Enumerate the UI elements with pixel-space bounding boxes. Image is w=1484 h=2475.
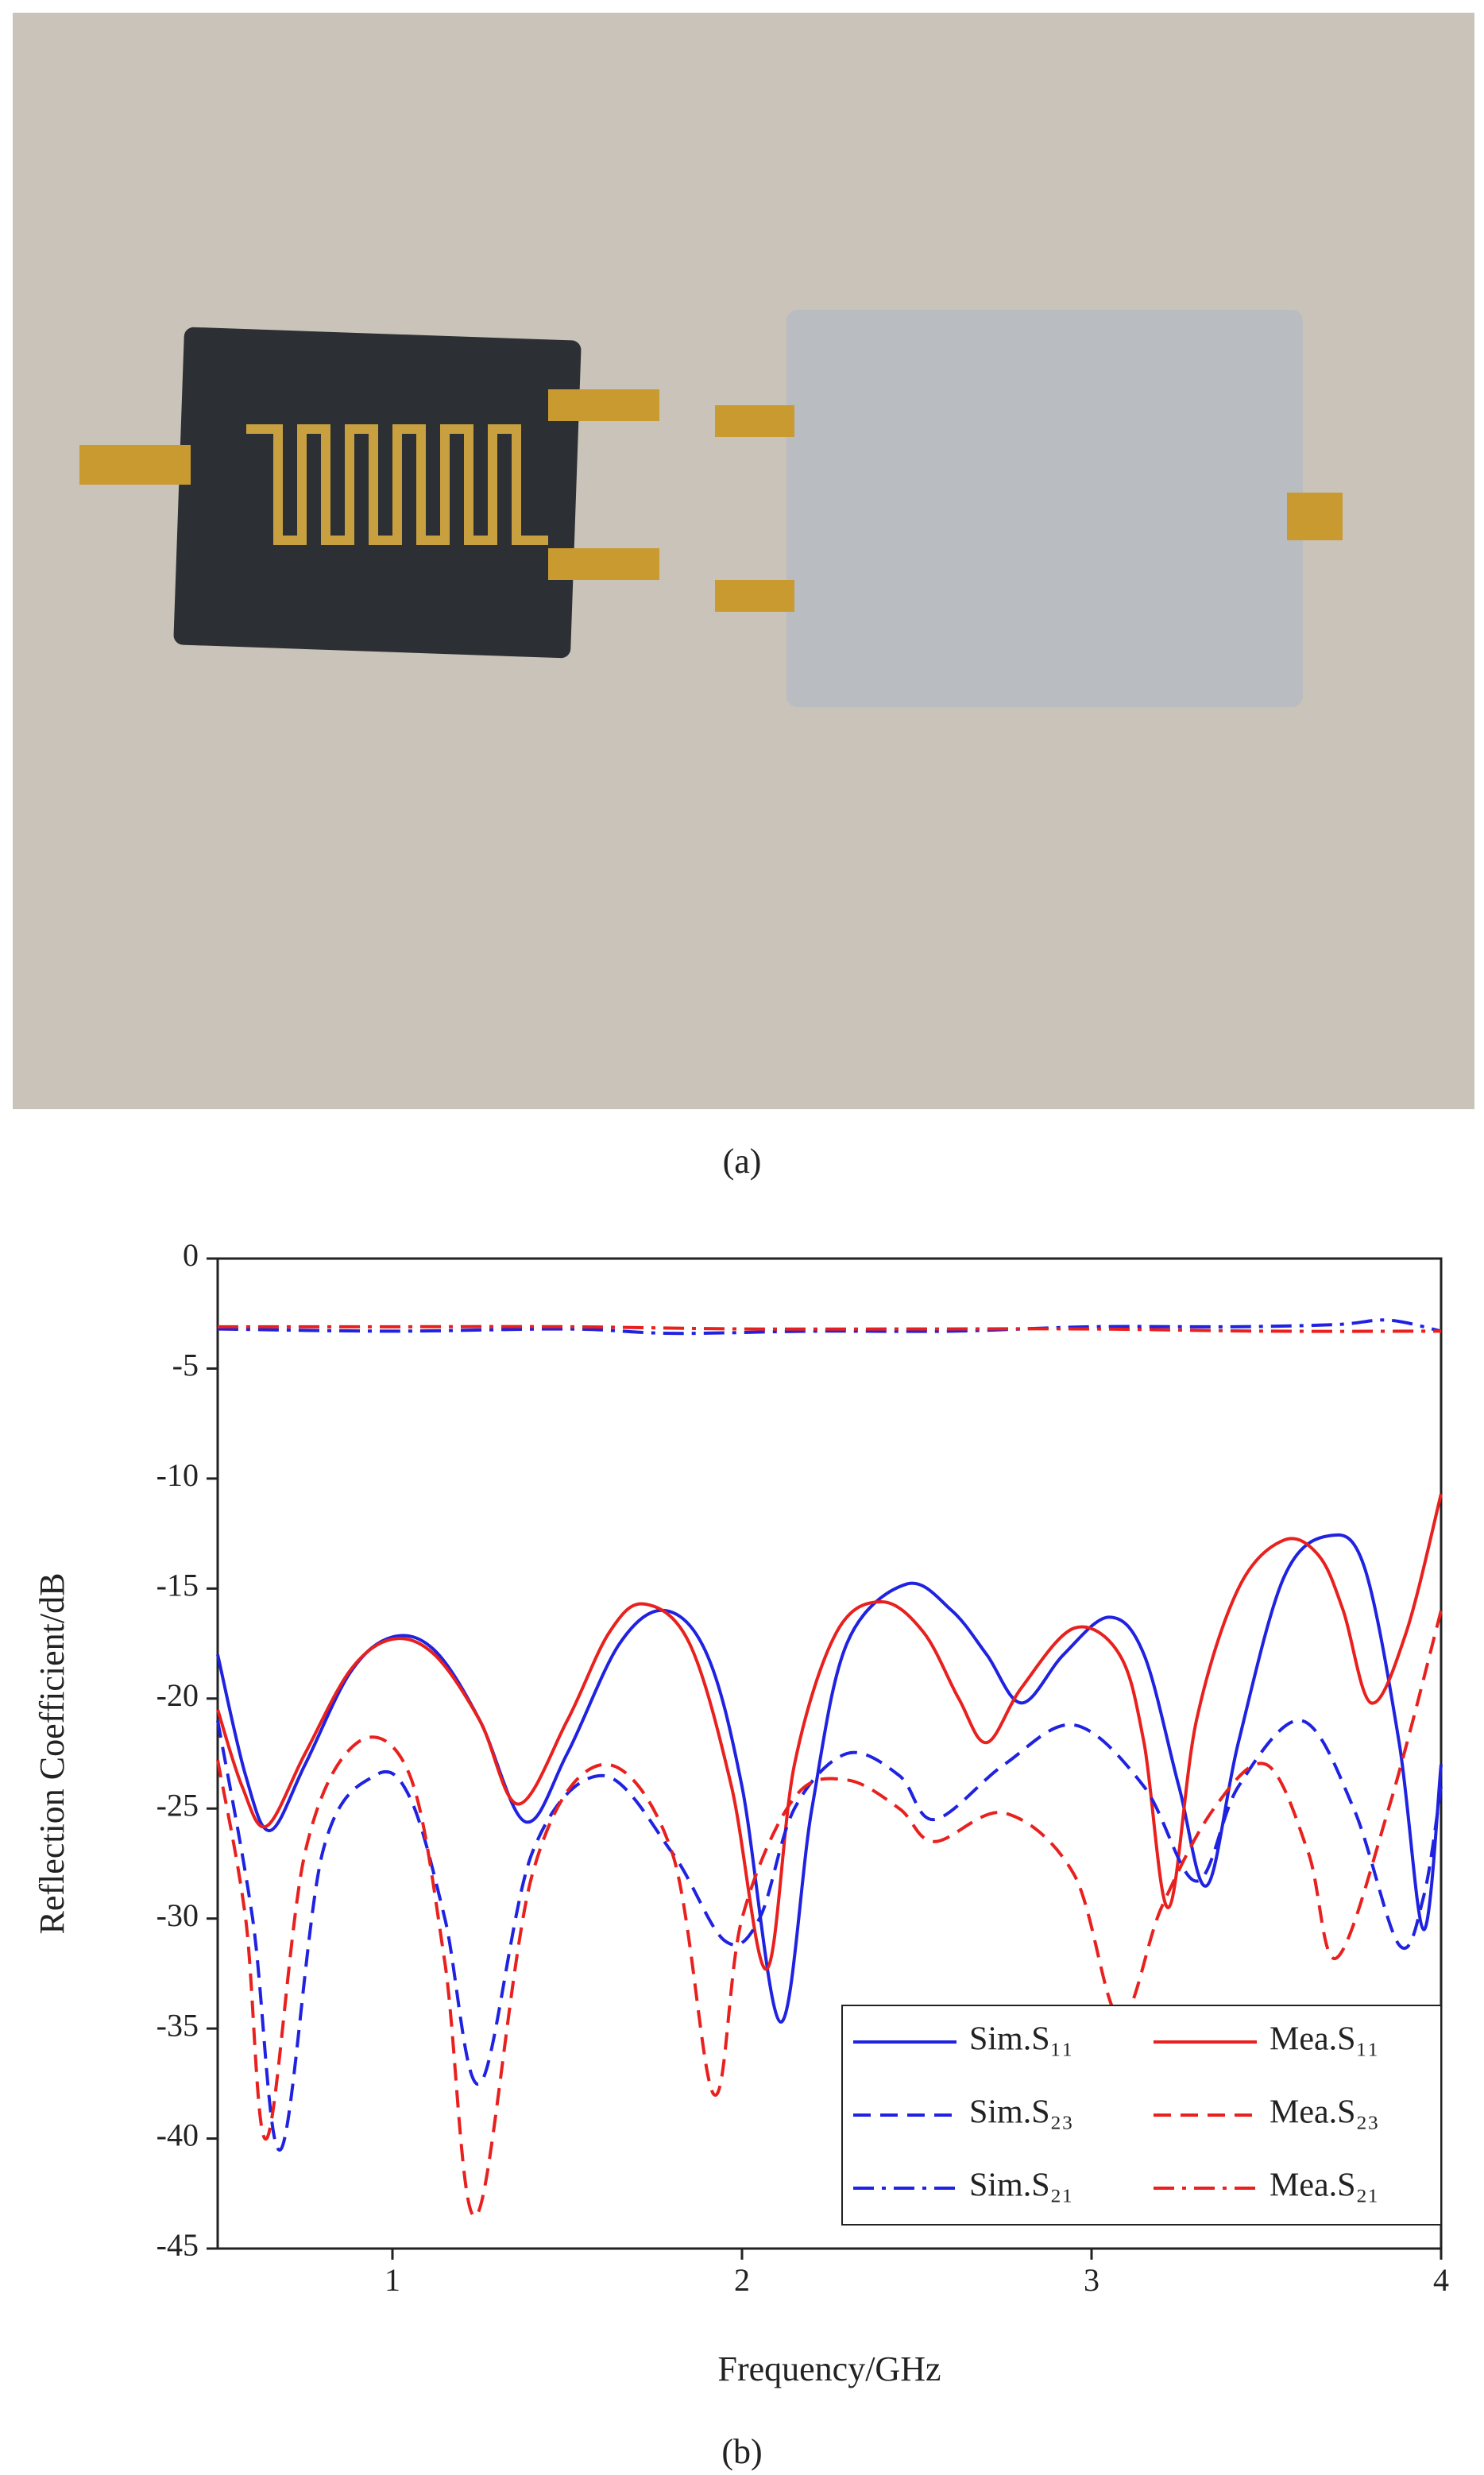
y-tick-label: -25 [157, 1787, 199, 1823]
x-axis-label: Frequency/GHz [717, 2349, 941, 2388]
photo [13, 13, 1474, 1109]
plot-frame [216, 1257, 1443, 2250]
x-tick-label: 4 [1433, 2262, 1449, 2298]
y-tick-label: 0 [183, 1237, 199, 1273]
y-tick-label: -45 [157, 2227, 199, 2263]
series-line [216, 1610, 1443, 2218]
caption: (b) [721, 2432, 762, 2471]
y-tick-label: -20 [157, 1677, 199, 1713]
y-tick-label: -40 [157, 2117, 199, 2153]
series-line [216, 1719, 1443, 2152]
y-tick-label: -10 [157, 1457, 199, 1493]
x-tick-label: 3 [1084, 2262, 1099, 2298]
y-tick-label: -30 [157, 1897, 199, 1933]
legend-label: Mea.S₁₁ [1270, 2021, 1379, 2058]
y-tick-label: -5 [172, 1348, 199, 1383]
legend-label: Sim.S₂₁ [969, 2168, 1073, 2204]
series-line [216, 1533, 1443, 2024]
legend-label: Mea.S₂₃ [1270, 2094, 1379, 2131]
legend-label: Mea.S₂₁ [1270, 2168, 1379, 2204]
series-line [216, 1493, 1443, 1971]
caption: (a) [723, 1142, 762, 1181]
legend-label: Sim.S₁₁ [969, 2021, 1073, 2058]
series-line [217, 1318, 1442, 1336]
x-tick-label: 1 [385, 2262, 400, 2298]
y-tick-label: -15 [157, 1568, 199, 1603]
y-axis-label: Reflection Coefficient/dB [33, 1573, 71, 1935]
series-line [218, 1325, 1442, 1333]
x-tick-label: 2 [734, 2262, 750, 2298]
y-tick-label: -35 [157, 2007, 199, 2043]
legend-label: Sim.S₂₃ [969, 2094, 1073, 2131]
